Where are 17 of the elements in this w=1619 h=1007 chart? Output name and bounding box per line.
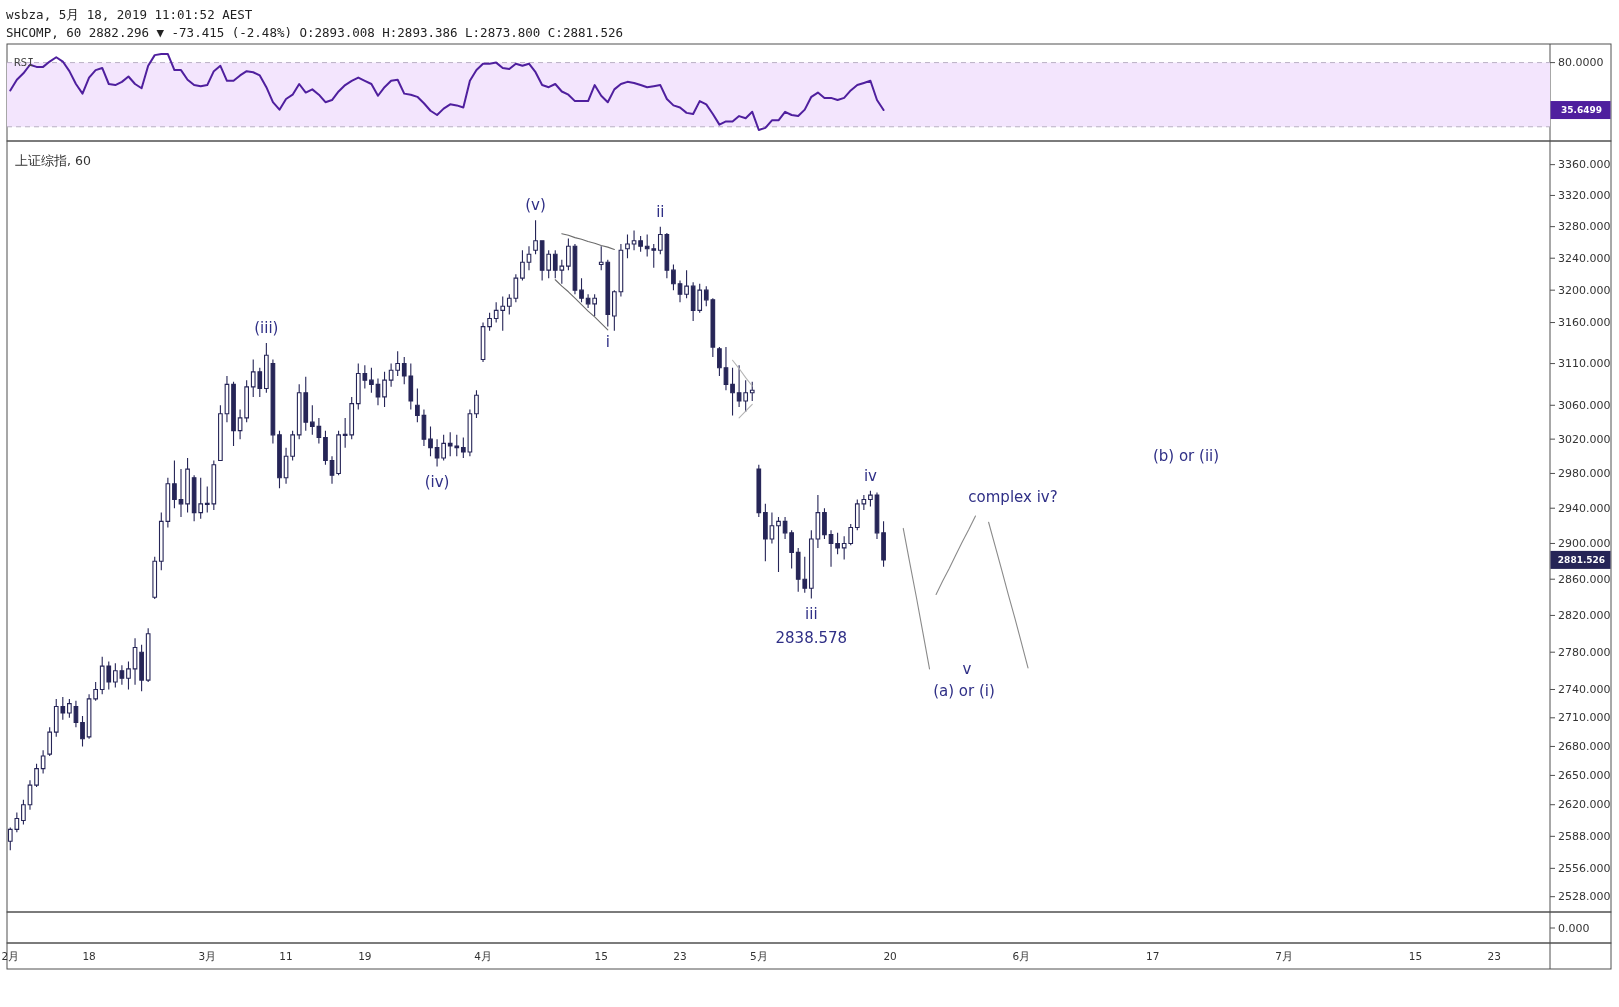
annotation: (v) — [525, 196, 546, 215]
annotation: (iv) — [424, 472, 450, 491]
annotation: ii — [656, 202, 665, 221]
annotation: v — [962, 660, 972, 678]
annotation: 0.000 — [1558, 921, 1590, 935]
annotation: iv — [863, 466, 877, 485]
annotation: i — [605, 332, 610, 351]
annotation: complex iv? — [968, 488, 1058, 506]
annotation: iii — [805, 604, 818, 623]
subtitle: SHCOMP, 60 2882.296 ▼ -73.415 (-2.48%) O:2893.008 H:2893.386 L:2873.800 C:2881.526 — [6, 24, 624, 40]
annotation: (b) or (ii) — [1152, 447, 1220, 465]
annotation: 2838.578 — [775, 628, 848, 647]
annotation: (a) or (i) — [933, 682, 995, 700]
annotation: RSI — [14, 55, 34, 69]
title: 上证综指, 60 — [15, 152, 91, 168]
title: wsbza, 5月 18, 2019 11:01:52 AEST — [6, 6, 253, 22]
annotation: (iii) — [254, 318, 279, 337]
